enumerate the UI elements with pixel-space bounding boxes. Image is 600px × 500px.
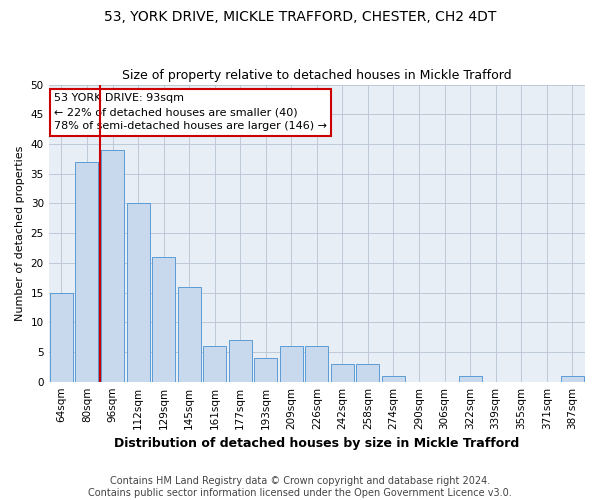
Title: Size of property relative to detached houses in Mickle Trafford: Size of property relative to detached ho… (122, 69, 512, 82)
Text: 53, YORK DRIVE, MICKLE TRAFFORD, CHESTER, CH2 4DT: 53, YORK DRIVE, MICKLE TRAFFORD, CHESTER… (104, 10, 496, 24)
Bar (101, 150, 124, 382)
Bar (356, 364, 379, 382)
Bar (458, 376, 482, 382)
Text: Contains HM Land Registry data © Crown copyright and database right 2024.
Contai: Contains HM Land Registry data © Crown c… (88, 476, 512, 498)
Bar (305, 346, 328, 382)
Bar (203, 346, 226, 382)
Bar (561, 376, 584, 382)
Bar (254, 358, 277, 382)
Bar (152, 257, 175, 382)
Y-axis label: Number of detached properties: Number of detached properties (15, 146, 25, 321)
Bar (178, 286, 200, 382)
Bar (331, 364, 354, 382)
Bar (127, 204, 149, 382)
Text: 53 YORK DRIVE: 93sqm
← 22% of detached houses are smaller (40)
78% of semi-detac: 53 YORK DRIVE: 93sqm ← 22% of detached h… (54, 94, 327, 132)
Bar (76, 162, 98, 382)
Bar (382, 376, 405, 382)
Bar (50, 292, 73, 382)
Bar (229, 340, 252, 382)
X-axis label: Distribution of detached houses by size in Mickle Trafford: Distribution of detached houses by size … (114, 437, 520, 450)
Bar (280, 346, 303, 382)
